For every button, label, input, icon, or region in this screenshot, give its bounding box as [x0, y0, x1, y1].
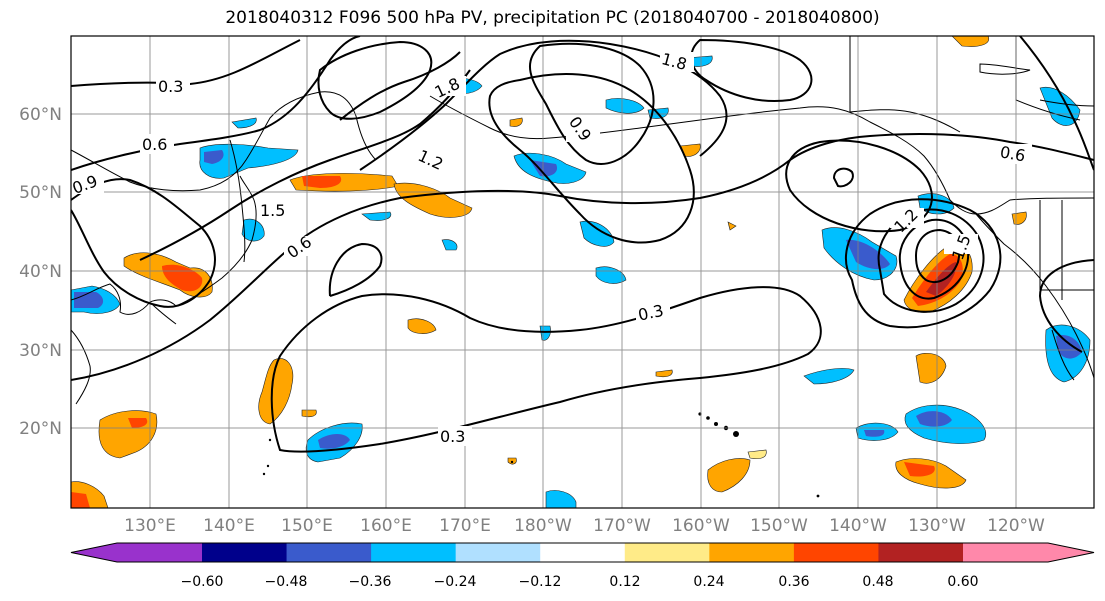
colorbar-ticks: −0.60 −0.48 −0.36 −0.24 −0.12 0.12 0.24 … [181, 574, 979, 590]
lat-label: 60°N [19, 105, 62, 125]
colorbar-segment [371, 543, 457, 562]
colorbar-segment [455, 543, 541, 562]
lon-label: 130°E [124, 516, 176, 536]
colorbar-tick-label: −0.36 [349, 574, 392, 590]
lon-label: 170°E [439, 516, 491, 536]
colorbar-segment [286, 543, 372, 562]
contour-label: 0.3 [158, 77, 183, 96]
colorbar-tick-label: 0.12 [609, 574, 640, 590]
lon-label: 130°W [908, 516, 966, 536]
colorbar-segment [202, 543, 288, 562]
lat-label: 20°N [19, 419, 62, 439]
colorbar-tick-label: 0.48 [862, 574, 893, 590]
map-frame [70, 35, 1095, 509]
lat-label: 40°N [19, 262, 62, 282]
colorbar-tick-label: 0.36 [778, 574, 809, 590]
colorbar-segment [624, 543, 710, 562]
colorbar-outline [70, 542, 1095, 563]
colorbar-tick-label: −0.48 [265, 574, 308, 590]
lon-label: 150°E [281, 516, 333, 536]
colorbar-tick-label: 0.24 [693, 574, 724, 590]
colorbar-tick-label: −0.24 [434, 574, 477, 590]
pv-contours [71, 36, 1094, 453]
colorbar-segment [540, 543, 626, 562]
lon-label: 160°W [672, 516, 730, 536]
colorbar-tick-label: 0.60 [947, 574, 978, 590]
lon-label: 160°E [360, 516, 412, 536]
lon-label: 170°W [593, 516, 651, 536]
contour-label: 0.3 [636, 301, 665, 325]
map-title: 2018040312 F096 500 hPa PV, precipitatio… [225, 8, 880, 28]
contour-label-group: 0.3 0.6 0.9 1.2 1.5 1.8 0.3 0.3 0.6 0.6 … [71, 49, 1032, 446]
colorbar-segment [709, 543, 795, 562]
contour-label: 0.6 [142, 135, 167, 154]
colorbar-segment [963, 543, 1094, 562]
lon-label: 120°W [987, 516, 1045, 536]
contour-label: 1.5 [260, 201, 285, 220]
lat-axis: 60°N 50°N 40°N 30°N 20°N [19, 105, 62, 439]
contour-label: 0.6 [999, 142, 1027, 165]
contour-label: 0.3 [440, 427, 465, 446]
lon-label: 140°E [203, 516, 255, 536]
lon-label: 150°W [750, 516, 808, 536]
colorbar-tick-label: −0.60 [181, 574, 224, 590]
lon-label: 180°W [514, 516, 572, 536]
lon-axis: 130°E 140°E 150°E 160°E 170°E 180°W 170°… [124, 516, 1045, 536]
colorbar-tick-label: −0.12 [519, 574, 562, 590]
colorbar [70, 542, 1095, 563]
colorbar-segment [878, 543, 964, 562]
colorbar-segment [793, 543, 879, 562]
lat-label: 30°N [19, 341, 62, 361]
lat-label: 50°N [19, 183, 62, 203]
lon-label: 140°W [829, 516, 887, 536]
colorbar-segment [71, 543, 202, 562]
